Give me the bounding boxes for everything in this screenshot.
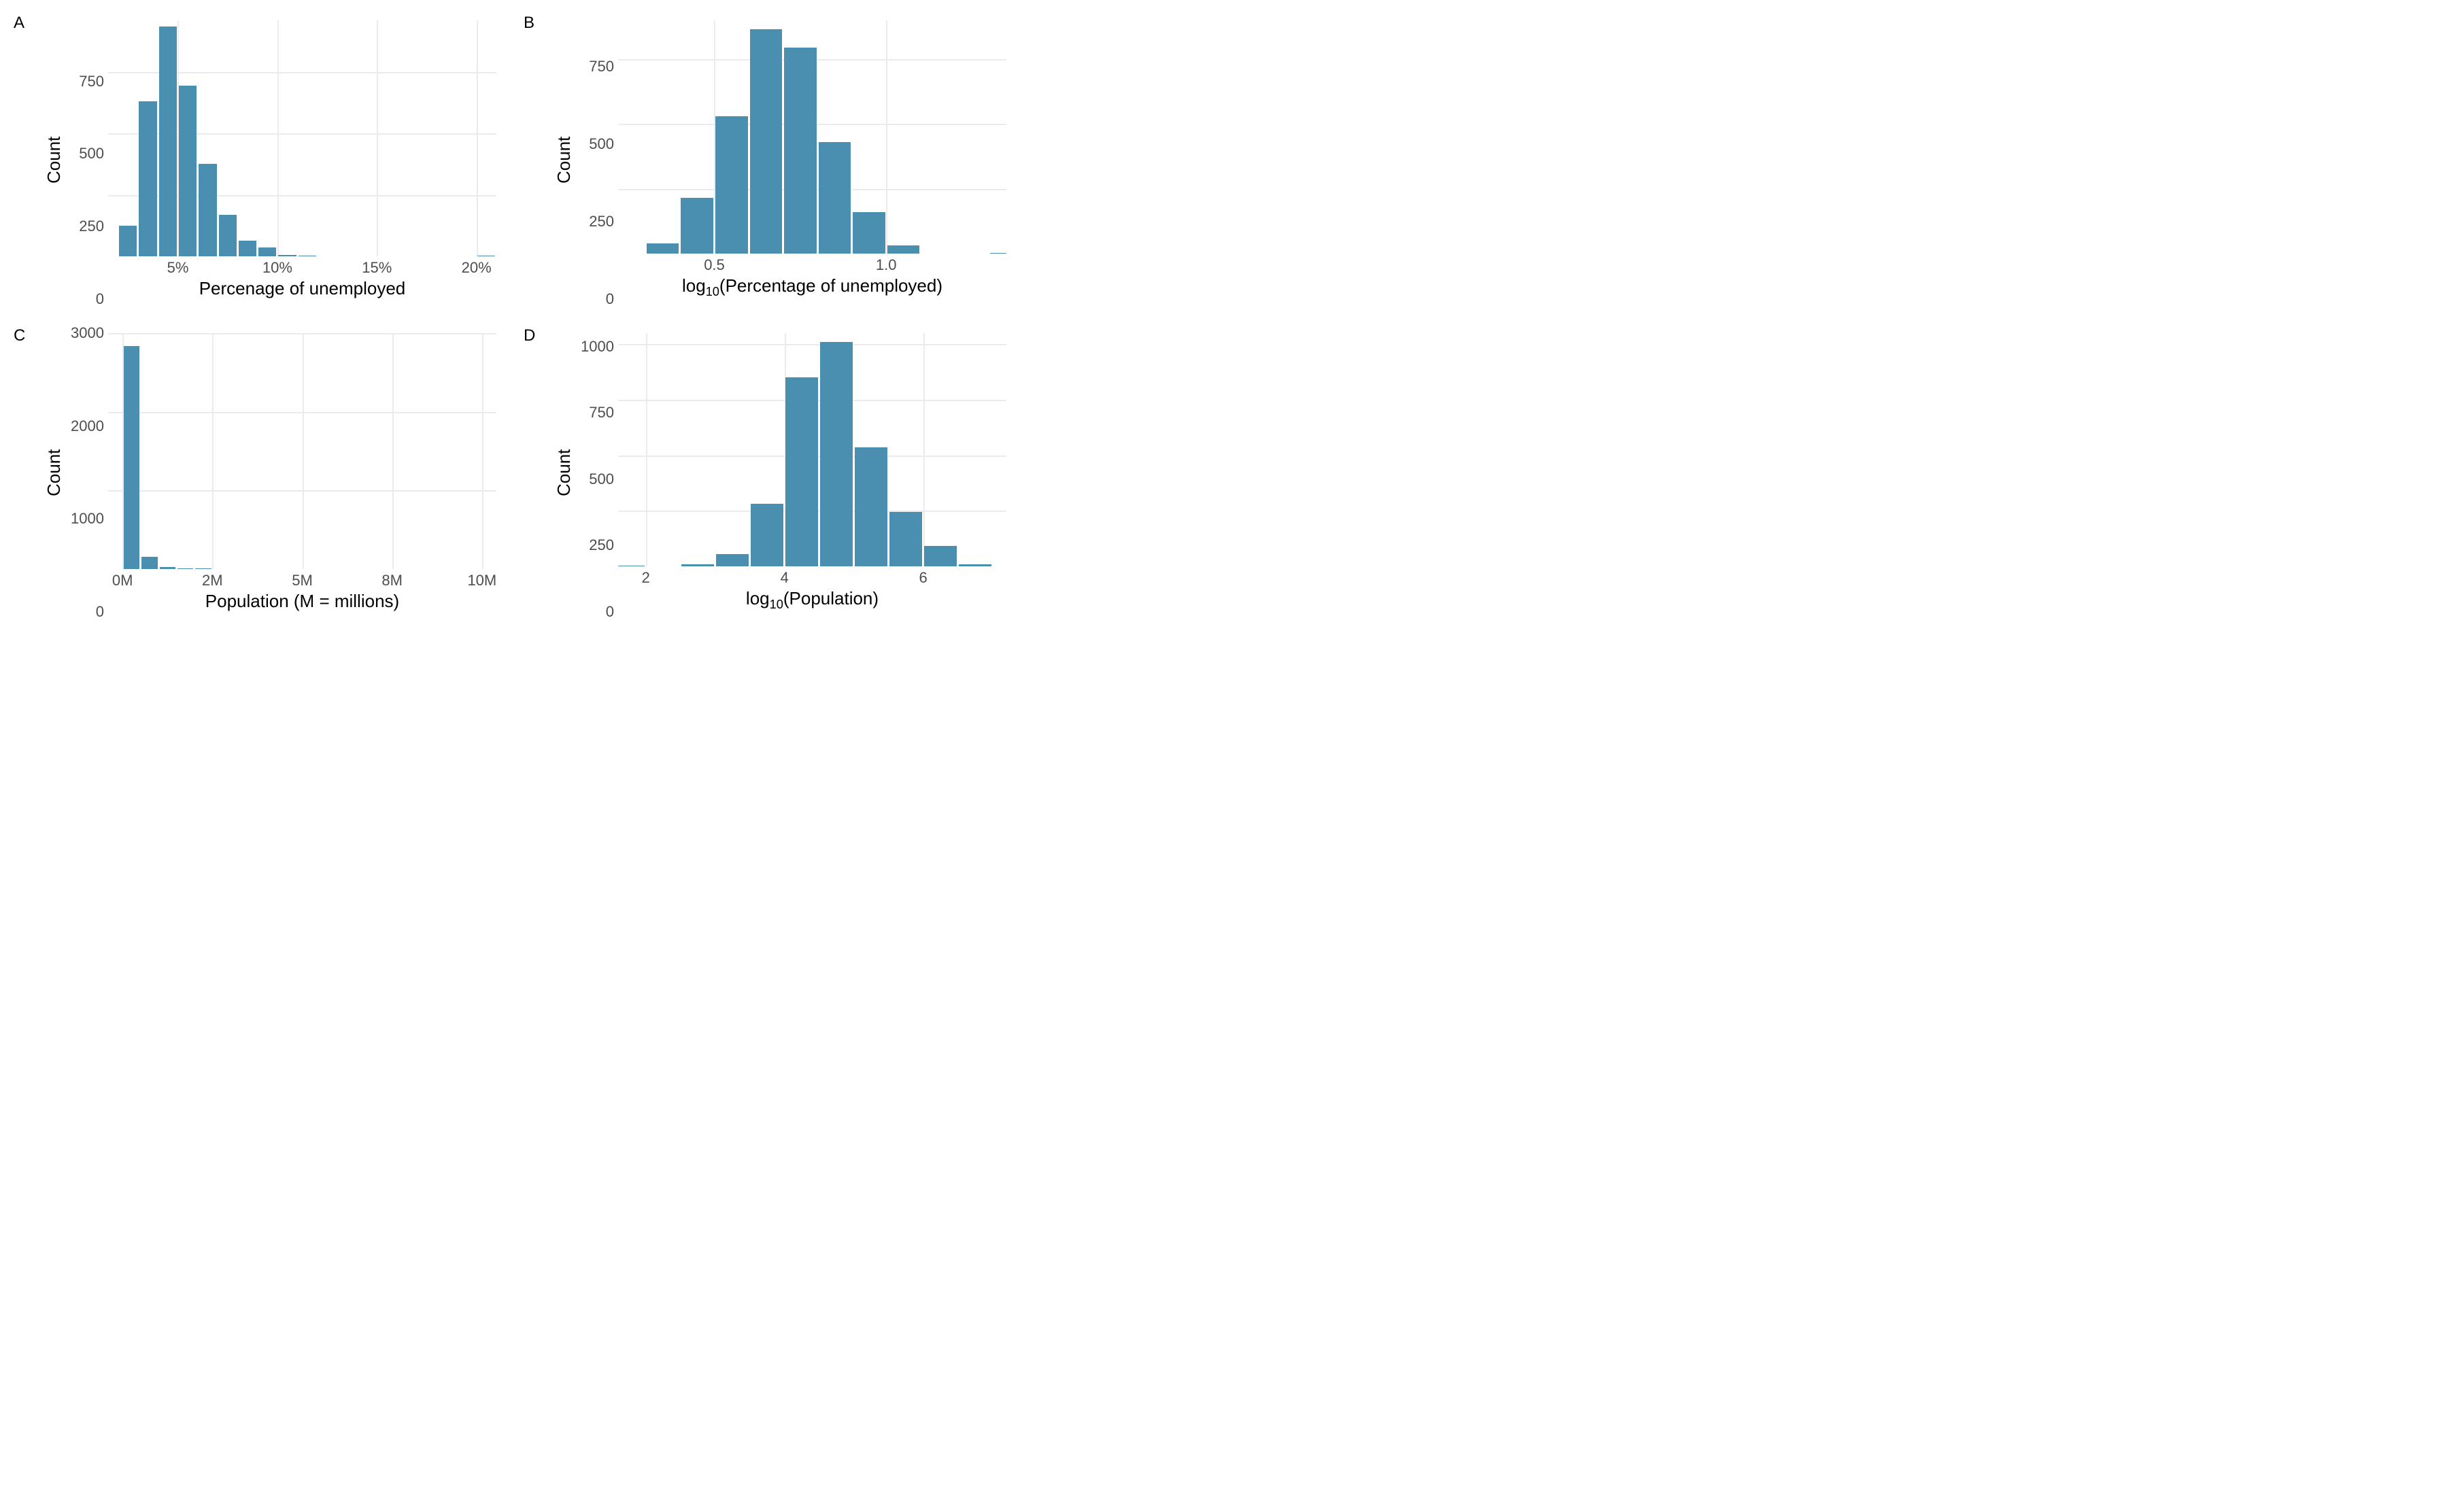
x-tick-label: 0.5 [704, 256, 725, 274]
x-axis-label: log10(Population) [618, 588, 1006, 612]
x-tick-label: 5M [292, 572, 313, 589]
y-axis-label: Count [41, 20, 67, 299]
histogram-bar [199, 164, 216, 256]
plot-area [108, 333, 496, 569]
x-tick-label: 2M [202, 572, 223, 589]
y-axis: 0250500750 [67, 20, 108, 299]
y-tick-label: 250 [589, 536, 614, 554]
x-tick-label: 6 [919, 569, 928, 587]
panel-a: ACount02505007505%10%15%20%Percenage of … [14, 14, 496, 299]
y-tick-label: 1000 [581, 338, 614, 356]
y-tick-label: 500 [79, 145, 104, 162]
x-tick-label: 10M [467, 572, 496, 589]
y-tick-label: 0 [96, 290, 104, 308]
histogram-bar [139, 101, 156, 256]
histogram-bar [751, 504, 783, 566]
panel-b: BCount02505007500.51.0log10(Percentage o… [524, 14, 1006, 299]
chart-row: Count02505007505%10%15%20%Percenage of u… [41, 20, 496, 299]
x-tick-label: 8M [381, 572, 403, 589]
plot-wrap: 0.5 1.0log10(Percentage of unemployed) [618, 20, 1006, 299]
y-tick-label: 250 [589, 213, 614, 230]
x-axis: 0.5 1.0 [618, 254, 1006, 274]
x-axis: 2 4 6 [618, 566, 1006, 587]
x-tick-label: 4 [781, 569, 789, 587]
y-axis: 0250500750 [577, 20, 618, 299]
x-tick-label: 20% [462, 259, 492, 277]
histogram-bar [889, 512, 922, 566]
histogram-bar [716, 554, 749, 566]
panel-tag: A [14, 14, 24, 33]
y-tick-label: 750 [589, 58, 614, 75]
plot-area [108, 20, 496, 256]
x-tick-label: 15% [362, 259, 392, 277]
bars-layer [618, 333, 1006, 566]
histogram-bar [119, 226, 137, 256]
histogram-bar [179, 86, 197, 256]
y-tick-label: 3000 [71, 324, 104, 342]
histogram-bar [924, 546, 957, 566]
panel-d: DCount02505007501000246log10(Population) [524, 326, 1006, 612]
histogram-bar [681, 198, 713, 254]
y-tick-label: 750 [589, 404, 614, 422]
chart-grid: A Count 0 250 500 750 5% 10% 15% 20%Percenage of … [14, 14, 1006, 612]
histogram-bar [887, 245, 920, 253]
y-tick-label: 0 [96, 603, 104, 621]
x-tick-label: 0M [112, 572, 133, 589]
bars-layer [108, 20, 496, 256]
histogram-bar [124, 346, 139, 569]
y-axis-label: Count [551, 333, 577, 612]
x-axis-label: Percenage of unemployed [108, 278, 496, 299]
histogram-bar [853, 212, 885, 254]
y-axis-label: Count [41, 333, 67, 612]
x-axis: 0M 2M 5M 8M 10M [108, 569, 496, 589]
y-tick-label: 750 [79, 73, 104, 90]
plot-wrap: 0M 2M 5M 8M 10M Population (M = millions) [108, 333, 496, 612]
y-tick-label: 500 [589, 135, 614, 153]
chart-row: Count02505007500.51.0log10(Percentage of… [551, 20, 1006, 299]
panel-c: CCount01000200030000M2M5M8M10MPopulation… [14, 326, 496, 612]
plot-area [618, 20, 1006, 254]
histogram-bar [239, 241, 256, 256]
panel-tag: C [14, 326, 25, 345]
y-axis: 0100020003000 [67, 333, 108, 612]
y-tick-label: 1000 [71, 510, 104, 528]
panel-tag: B [524, 14, 534, 33]
histogram-bar [715, 116, 748, 254]
x-tick-label: 5% [167, 259, 189, 277]
chart-row: Count02505007501000246log10(Population) [551, 333, 1006, 612]
histogram-bar [785, 377, 818, 566]
histogram-bar [784, 48, 817, 254]
y-tick-label: 2000 [71, 417, 104, 435]
x-axis-label: Population (M = millions) [108, 591, 496, 612]
y-tick-label: 0 [606, 603, 614, 621]
histogram-bar [141, 557, 157, 570]
y-axis-label: Count [551, 20, 577, 299]
y-tick-label: 0 [606, 290, 614, 308]
histogram-bar [647, 243, 679, 254]
plot-wrap: 5% 10% 15% 20%Percenage of unemployed [108, 20, 496, 299]
histogram-bar [159, 27, 177, 256]
y-axis: 02505007501000 [577, 333, 618, 612]
plot-wrap: 2 4 6log10(Population) [618, 333, 1006, 612]
y-tick-label: 500 [589, 470, 614, 488]
x-tick-label: 1.0 [876, 256, 897, 274]
histogram-bar [258, 247, 276, 256]
histogram-bar [750, 29, 783, 253]
plot-area [618, 333, 1006, 566]
histogram-bar [219, 215, 237, 256]
bars-layer [108, 333, 496, 569]
histogram-bar [855, 447, 887, 566]
x-axis-label: log10(Percentage of unemployed) [618, 275, 1006, 299]
panel-tag: D [524, 326, 535, 345]
x-tick-label: 2 [642, 569, 650, 587]
bars-layer [618, 20, 1006, 254]
x-tick-label: 10% [262, 259, 292, 277]
histogram-bar [820, 342, 853, 566]
histogram-bar [819, 142, 851, 254]
x-axis: 5% 10% 15% 20% [108, 256, 496, 277]
chart-row: Count01000200030000M2M5M8M10MPopulation … [41, 333, 496, 612]
y-tick-label: 250 [79, 218, 104, 235]
